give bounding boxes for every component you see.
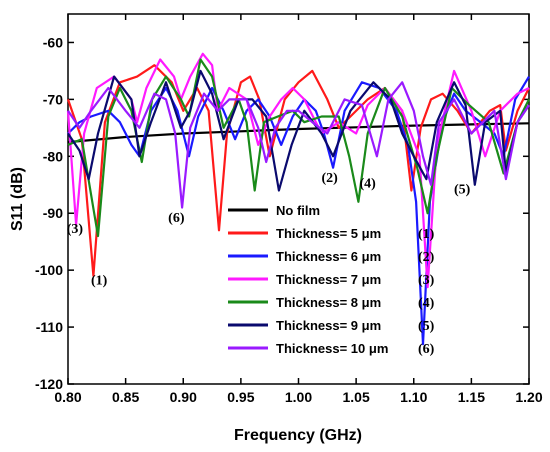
axis-ticks: 0.80 0.85 0.90 0.95 1.00 1.05 1.10 1.15 1.20 -120… bbox=[35, 14, 543, 405]
x-tick-label: 0.85 bbox=[112, 389, 139, 405]
peak-annotations: (3) (1) (6) (2) (4) (5) bbox=[67, 171, 471, 288]
legend-label: Thickness= 7 μm bbox=[276, 272, 381, 287]
peak-label: (5) bbox=[454, 182, 471, 197]
peak-label: (6) bbox=[168, 211, 185, 226]
y-tick-label: -110 bbox=[36, 319, 63, 335]
series-layer bbox=[66, 52, 530, 346]
y-tick-label: -60 bbox=[43, 34, 63, 50]
legend-mark: (6) bbox=[418, 342, 435, 357]
peak-label: (2) bbox=[321, 171, 338, 186]
legend-mark: (4) bbox=[418, 296, 435, 311]
x-axis-title: Frequency (GHz) bbox=[234, 427, 362, 444]
series-line-6 bbox=[67, 81, 530, 209]
x-tick-label: 0.95 bbox=[227, 389, 254, 405]
y-tick-label: -90 bbox=[43, 205, 63, 221]
x-tick-label: 0.90 bbox=[170, 389, 197, 405]
peak-label: (3) bbox=[67, 222, 84, 237]
x-tick-label: 1.10 bbox=[400, 389, 427, 405]
legend-label: Thickness= 8 μm bbox=[276, 295, 381, 310]
y-tick-label: -70 bbox=[43, 91, 63, 107]
y-tick-label: -80 bbox=[43, 148, 63, 164]
legend: No film Thickness= 5 μm (1) Thickness= 6 μm… bbox=[228, 203, 435, 357]
legend-mark: (2) bbox=[418, 250, 435, 265]
y-axis-title: S11 (dB) bbox=[9, 167, 26, 231]
x-tick-label: 1.15 bbox=[458, 389, 485, 405]
x-tick-label: 1.05 bbox=[343, 389, 370, 405]
x-tick-label: 1.20 bbox=[515, 389, 542, 405]
legend-mark: (1) bbox=[418, 227, 435, 242]
legend-label: Thickness= 6 μm bbox=[276, 249, 381, 264]
legend-mark: (3) bbox=[418, 273, 435, 288]
y-tick-label: -100 bbox=[35, 262, 63, 278]
legend-label: Thickness= 10 μm bbox=[276, 341, 388, 356]
legend-label: Thickness= 9 μm bbox=[276, 318, 381, 333]
x-tick-label: 1.00 bbox=[285, 389, 312, 405]
series-line-5 bbox=[67, 69, 530, 192]
x-tick-label: 0.80 bbox=[54, 389, 81, 405]
y-tick-label: -120 bbox=[35, 376, 63, 392]
peak-label: (4) bbox=[359, 177, 376, 192]
legend-label: Thickness= 5 μm bbox=[276, 226, 381, 241]
legend-mark: (5) bbox=[418, 319, 435, 334]
legend-label: No film bbox=[276, 203, 320, 218]
series-line-4 bbox=[67, 58, 530, 238]
peak-label: (1) bbox=[91, 273, 108, 288]
